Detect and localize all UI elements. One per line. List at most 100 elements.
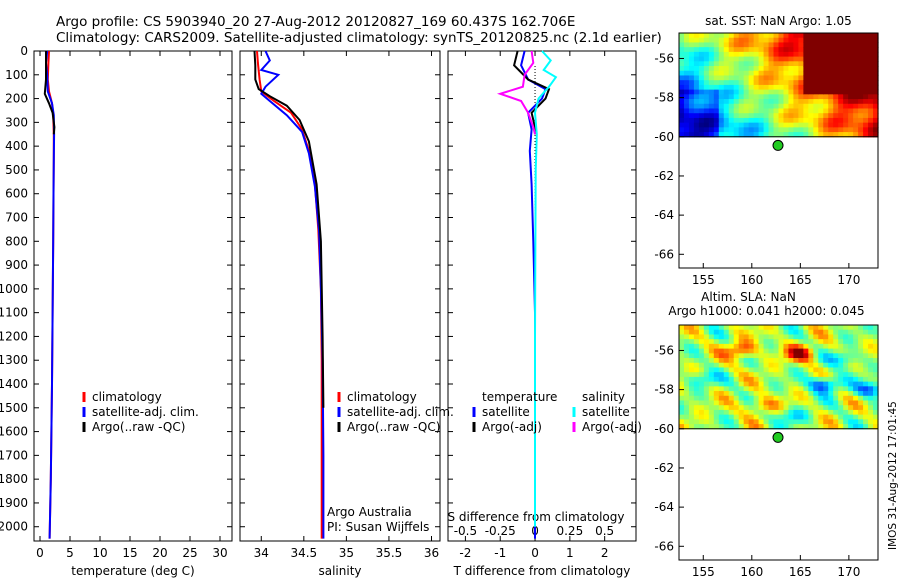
sst_map-cell [838,75,844,81]
sst_map-cell [718,84,725,91]
sla_map-cell [838,348,844,354]
sla_map-cell [693,353,700,359]
sst_map-cell [753,80,760,86]
sst_map-cell [843,37,849,44]
sst_map-cell [863,37,869,44]
sla_map-cell [688,405,695,411]
sst_map-cell [843,47,849,53]
sst_map-cell [773,70,780,77]
sst_map-cell [738,94,745,100]
sst_map-cell [693,117,700,124]
sla_map-cell [793,414,799,420]
sla_map-cell [823,409,829,416]
depth-tick-label: 1500 [0,401,28,415]
sst_map-cell [688,47,695,53]
sst_map-cell [753,127,760,133]
sst_map-cell [868,122,874,128]
sst_map-cell [688,117,695,124]
sla_map-cell [818,348,824,354]
sst_map-cell [718,108,725,114]
sla_map-cell [738,329,745,336]
sst_map-cell [863,108,869,114]
sla_map-cell [873,395,879,402]
sst_map-cell [808,108,814,114]
sla_map-cell [708,358,715,364]
sst_map-cell [788,99,795,105]
sla_map-cell [853,386,859,392]
sst_map-cell [793,80,799,86]
sst_map-cell [803,94,809,100]
sla_map-cell [853,348,859,354]
sst_map-cell [873,84,879,91]
sst_map-cell [733,122,740,128]
sla_map-cell [788,391,795,397]
sla_map-cell [713,414,720,420]
sst_map-cell [763,56,770,62]
sla_map-cell [683,358,690,364]
series-salinity-satellite [533,50,558,527]
sla_map-cell [853,372,859,378]
sst_map-cell [763,70,770,77]
sst_map-cell [798,84,804,91]
sla_map-cell [723,409,730,416]
sst_map-cell [828,66,834,72]
sla_map-cell [723,395,730,402]
sst_map-cell [773,56,780,62]
sla_map-cell [863,367,869,373]
sst_map-cell [778,61,785,67]
sst_map-cell [768,113,775,119]
sla_map-cell [713,405,720,411]
difference-xlabel: T difference from climatology [453,564,631,578]
sla_map-ytick-label: -56 [654,343,674,357]
sst_map-cell [818,80,824,86]
sst_map-cell [863,70,869,77]
sst_map-cell [718,66,725,72]
sst_map-cell [843,103,849,110]
sla_map-cell [828,362,834,369]
sst_map-cell [693,66,700,72]
sla_map-cell [853,334,859,340]
sst_map-cell [833,117,839,124]
sst_map-cell [728,51,735,58]
sla_map-cell [863,419,869,425]
sst_map-cell [743,84,750,91]
sst_map-cell [728,89,735,95]
sst_map-cell [773,51,780,58]
sla_map-cell [813,362,819,369]
sst_map-cell [838,33,844,39]
sst_map-cell [808,66,814,72]
sla_map-cell [679,339,685,345]
sla_map-cell [728,353,735,359]
sst_map-cell [768,75,775,81]
sla_map-cell [863,343,869,350]
series-temperature-argo-adj- [512,50,551,135]
sst_map-cell [743,113,750,119]
sst_map-cell [723,103,730,110]
sst_map-cell [693,51,700,58]
sla_map-cell [858,409,864,416]
sst_map-cell [798,103,804,110]
sla_map-cell [778,386,785,392]
sst_map-cell [868,75,874,81]
sla_map-cell [753,405,760,411]
sst_map-cell [863,66,869,72]
sla_map-cell [703,400,710,406]
sst_map-cell [703,103,710,110]
sst_map-cell [808,70,814,77]
sst_map-cell [723,47,730,53]
sla_map-cell [778,358,785,364]
sla_map-cell [798,329,804,336]
sst_map-cell [768,99,775,105]
sla_map-cell [858,414,864,420]
sst_map-cell [679,56,685,62]
sla_map-cell [783,409,790,416]
sla_map-cell [843,395,849,402]
sst_map-cell [778,108,785,114]
sla_map-cell [683,395,690,402]
sst_map-cell [758,117,765,124]
sst_map-cell [808,33,814,39]
sla_map-cell [803,400,809,406]
sst_map-cell [863,75,869,81]
sst_map-cell [853,80,859,86]
sla_map-cell [783,358,790,364]
